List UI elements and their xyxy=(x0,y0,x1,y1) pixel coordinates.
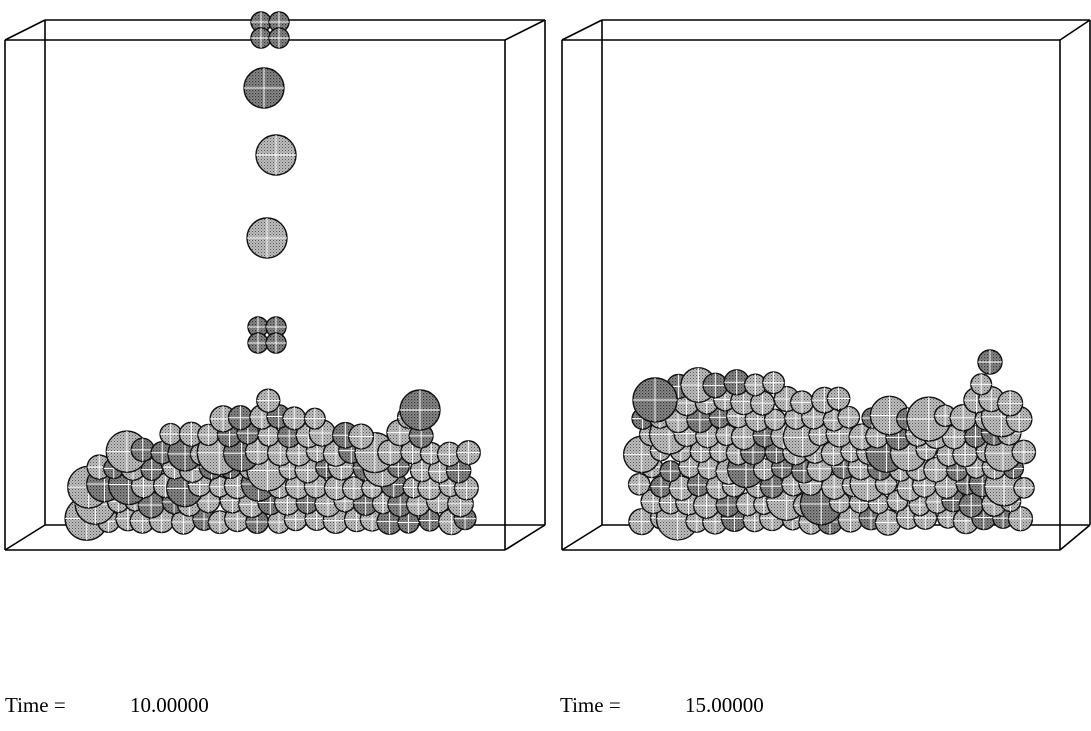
sphere xyxy=(703,373,727,397)
time-value: 15.00000 xyxy=(685,693,764,717)
sphere xyxy=(633,378,677,422)
sphere xyxy=(349,424,374,449)
sphere xyxy=(998,391,1023,416)
sphere xyxy=(305,408,326,429)
sphere xyxy=(763,372,785,394)
sphere xyxy=(791,391,814,414)
sphere xyxy=(827,387,850,410)
sphere xyxy=(244,68,284,108)
particles xyxy=(65,12,1035,540)
sphere xyxy=(266,333,286,353)
figure: Time = 10.00000 Time = 15.00000 xyxy=(0,0,1091,731)
sphere xyxy=(247,218,287,258)
sphere xyxy=(1014,478,1034,498)
sphere xyxy=(457,441,481,465)
sphere xyxy=(400,390,440,430)
sphere xyxy=(131,438,154,461)
sphere xyxy=(160,424,181,445)
sphere xyxy=(283,407,306,430)
time-value: 10.00000 xyxy=(130,693,209,717)
time-label: Time = xyxy=(560,693,621,717)
sphere xyxy=(251,28,271,48)
sphere xyxy=(269,28,289,48)
time-label: Time = xyxy=(5,693,66,717)
sphere xyxy=(1012,440,1035,463)
sphere xyxy=(257,389,280,412)
sphere xyxy=(660,461,680,481)
sphere xyxy=(971,374,992,395)
sphere xyxy=(256,135,296,175)
sphere xyxy=(248,333,268,353)
sphere xyxy=(978,350,1002,374)
sphere xyxy=(229,406,253,430)
